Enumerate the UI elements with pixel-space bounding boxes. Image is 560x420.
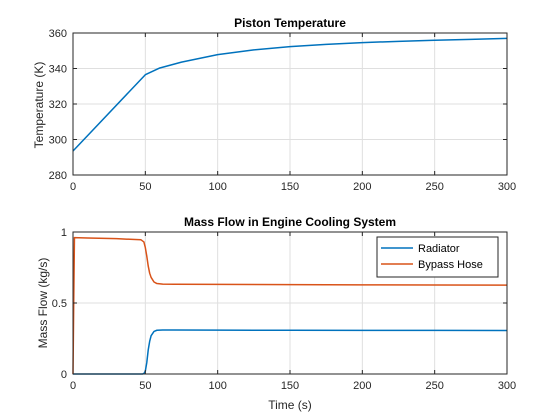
x-tick-label: 0 (70, 380, 76, 392)
x-tick-label: 300 (498, 380, 516, 392)
x-tick-label: 50 (139, 380, 151, 392)
mass-flow-axes: Mass Flow in Engine Cooling System Mass … (36, 215, 516, 412)
y-tick-label: 320 (49, 99, 67, 111)
chart-title: Mass Flow in Engine Cooling System (184, 215, 396, 229)
legend: Radiator Bypass Hose (376, 236, 499, 278)
y-axis-label: Temperature (K) (32, 62, 46, 149)
y-tick-label: 280 (49, 170, 67, 182)
chart-title: Piston Temperature (234, 16, 346, 30)
y-tick-label: 0.5 (52, 298, 67, 310)
y-axis-label: Mass Flow (kg/s) (36, 258, 50, 349)
x-axis-label: Time (s) (268, 398, 312, 412)
series-line-series-0 (72, 37, 508, 152)
x-tick-label: 50 (139, 181, 151, 193)
x-tick-label: 150 (281, 380, 299, 392)
y-tick-label: 360 (49, 28, 67, 40)
x-tick-label: 300 (498, 181, 516, 193)
legend-label: Bypass Hose (418, 259, 483, 271)
x-tick-label: 250 (425, 380, 443, 392)
x-tick-label: 150 (281, 181, 299, 193)
y-tick-label: 300 (49, 135, 67, 147)
x-tick-label: 250 (425, 181, 443, 193)
piston-temperature-axes: Piston Temperature Temperature (K) 0 50 10… (32, 16, 516, 193)
legend-label: Radiator (418, 243, 460, 255)
x-tick-label: 100 (208, 380, 226, 392)
y-tick-label: 1 (61, 227, 67, 239)
x-tick-label: 0 (70, 181, 76, 193)
series-line-bypass-hose (72, 236, 508, 375)
y-tick-label: 0 (61, 369, 67, 381)
x-tick-label: 200 (353, 380, 371, 392)
x-tick-label: 200 (353, 181, 371, 193)
x-tick-label: 100 (208, 181, 226, 193)
y-tick-label: 340 (49, 64, 67, 76)
legend-box (376, 236, 499, 278)
